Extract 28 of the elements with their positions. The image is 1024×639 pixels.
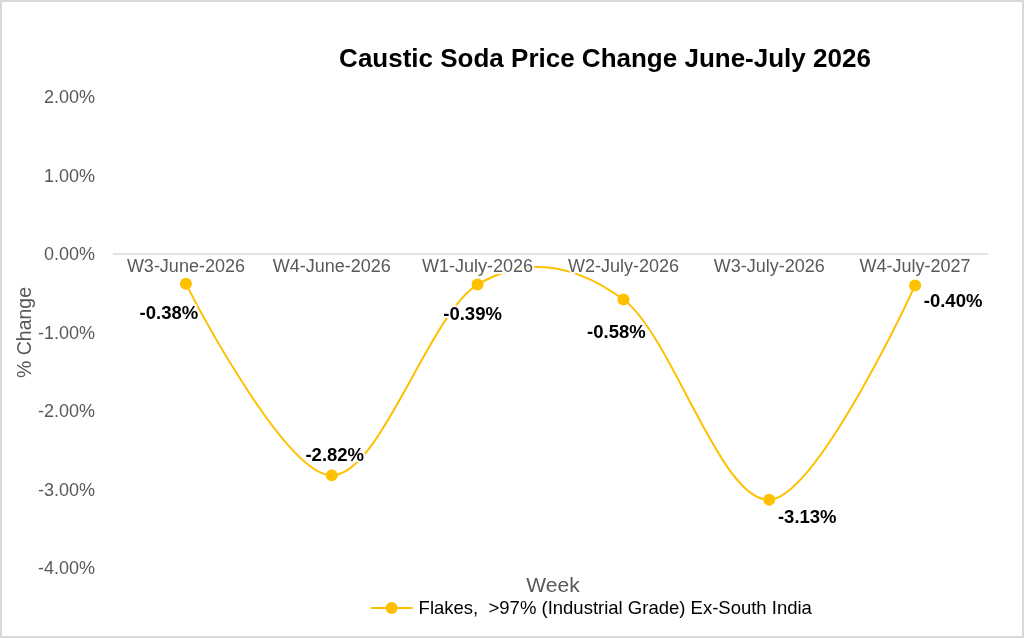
- x-tick-label: W2-July-2026: [567, 256, 679, 276]
- x-tick-label: W3-July-2026: [713, 256, 825, 276]
- y-tick-label: -2.00%: [37, 401, 95, 422]
- point: [179, 277, 192, 290]
- x-axis-title: Week: [526, 573, 581, 596]
- chart-title: Caustic Soda Price Change June-July 2026: [339, 43, 871, 73]
- point: [617, 293, 630, 306]
- point: [325, 469, 338, 482]
- legend-label: Flakes, >97% (Industrial Grade) Ex-South India: [418, 597, 813, 619]
- y-tick-label: 0.00%: [43, 244, 95, 265]
- data-label: -0.40%: [923, 290, 983, 312]
- data-label: -3.13%: [777, 505, 837, 527]
- x-tick-label: W3-June-2026: [126, 256, 245, 276]
- point: [471, 278, 484, 291]
- point: [909, 279, 922, 292]
- x-tick-label: W1-July-2026: [422, 256, 534, 276]
- x-tick-label: W4-June-2026: [272, 256, 391, 276]
- y-tick-label: -3.00%: [37, 479, 95, 500]
- data-label: -2.82%: [305, 444, 365, 466]
- y-tick-label: -4.00%: [37, 558, 95, 579]
- data-label: -0.58%: [587, 320, 646, 342]
- data-label: -0.38%: [139, 301, 199, 323]
- y-tick-label: -1.00%: [37, 322, 95, 343]
- point: [763, 493, 776, 506]
- y-tick-label: 2.00%: [43, 87, 95, 108]
- y-axis-title: % Change: [12, 286, 35, 379]
- x-tick-label: W4-July-2027: [859, 256, 971, 276]
- y-tick-label: 1.00%: [43, 165, 95, 186]
